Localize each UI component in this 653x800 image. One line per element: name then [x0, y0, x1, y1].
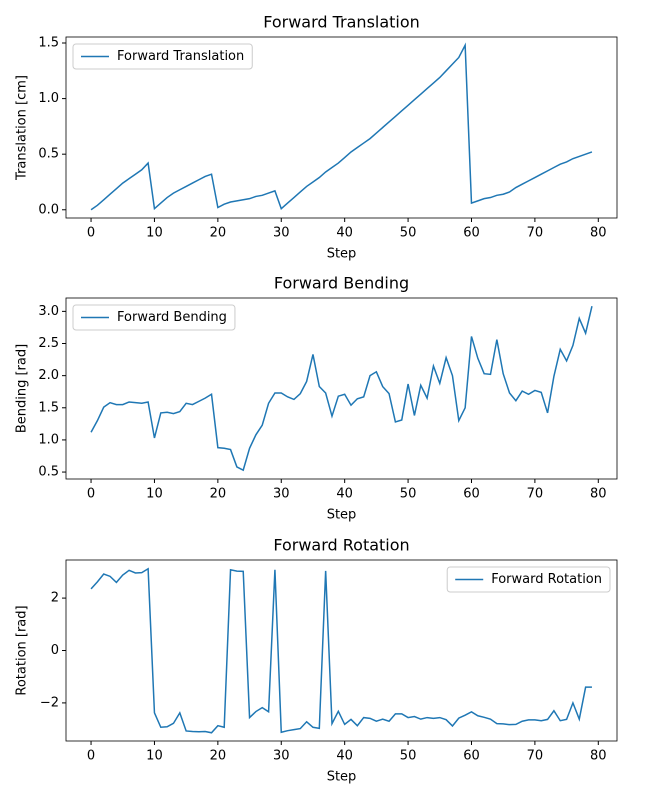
y-tick-label: 3.0	[38, 304, 59, 319]
x-tick-label: 40	[336, 226, 353, 241]
x-tick-label: 10	[146, 226, 163, 241]
legend: Forward Bending	[72, 304, 236, 331]
x-tick-label: 30	[273, 487, 290, 502]
x-tick-label: 40	[336, 749, 353, 764]
legend: Forward Translation	[72, 43, 253, 70]
x-tick-label: 30	[273, 749, 290, 764]
x-axis-label: Step	[327, 770, 357, 785]
y-axis-label: Translation [cm]	[15, 75, 30, 181]
x-tick-label: 80	[590, 487, 607, 502]
y-tick-label: 2	[51, 591, 59, 606]
x-axis-label: Step	[327, 247, 357, 262]
x-tick-label: 80	[590, 749, 607, 764]
legend-label: Forward Bending	[117, 310, 227, 325]
y-tick-label: 1.5	[38, 400, 59, 415]
x-tick-label: 70	[527, 226, 544, 241]
y-axis-label: Rotation [rad]	[15, 605, 30, 695]
x-tick-label: 70	[527, 487, 544, 502]
x-tick-label: 40	[336, 487, 353, 502]
data-line	[90, 567, 592, 734]
y-tick-label: −2	[40, 695, 59, 710]
legend-label: Forward Translation	[117, 49, 244, 64]
y-tick-label: 2.5	[38, 336, 59, 351]
x-tick-label: 60	[463, 226, 480, 241]
axes-frame	[65, 297, 618, 480]
axes-frame	[65, 36, 618, 219]
y-tick-label: 0.0	[38, 202, 59, 217]
x-tick-label: 60	[463, 487, 480, 502]
chart-title: Forward Translation	[263, 13, 420, 32]
x-tick-label: 50	[400, 487, 417, 502]
y-tick-label: 0	[51, 643, 59, 658]
legend-box	[446, 566, 611, 593]
y-tick-label: 1.0	[38, 432, 59, 447]
y-tick-label: 1.0	[38, 91, 59, 106]
x-tick-label: 10	[146, 749, 163, 764]
legend: Forward Rotation	[446, 566, 611, 593]
x-tick-label: 20	[210, 226, 227, 241]
y-axis-label: Bending [rad]	[15, 344, 30, 433]
legend-label: Forward Rotation	[491, 572, 602, 587]
x-tick-label: 10	[146, 487, 163, 502]
x-axis-label: Step	[327, 508, 357, 523]
axes-frame	[65, 559, 618, 742]
legend-box	[72, 304, 236, 331]
x-tick-label: 70	[527, 749, 544, 764]
x-tick-label: 50	[400, 226, 417, 241]
x-tick-label: 50	[400, 749, 417, 764]
y-tick-label: 2.0	[38, 368, 59, 383]
x-tick-label: 20	[210, 749, 227, 764]
chart-title: Forward Rotation	[273, 536, 409, 555]
data-line	[90, 306, 593, 472]
x-tick-label: 0	[87, 487, 95, 502]
y-tick-label: 0.5	[38, 465, 59, 480]
y-tick-label: 1.5	[38, 36, 59, 51]
y-tick-label: 0.5	[38, 147, 59, 162]
x-tick-label: 30	[273, 226, 290, 241]
data-line	[90, 42, 593, 211]
legend-box	[72, 43, 253, 70]
x-tick-label: 80	[590, 226, 607, 241]
x-tick-label: 0	[87, 226, 95, 241]
x-tick-label: 0	[87, 749, 95, 764]
x-tick-label: 60	[463, 749, 480, 764]
chart-title: Forward Bending	[274, 274, 409, 293]
x-tick-label: 20	[210, 487, 227, 502]
